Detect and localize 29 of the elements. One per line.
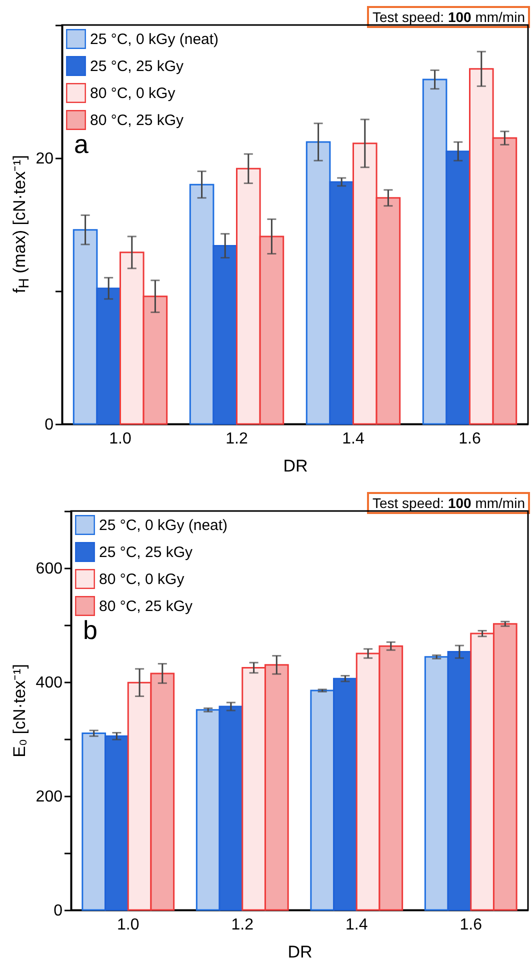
text: Test speed: 100 mm/min — [367, 492, 530, 514]
x-tick-label: 1.6 — [458, 430, 481, 448]
x-tick-label: 1.4 — [342, 430, 364, 448]
legend-label: 80 °C, 0 kGy — [99, 571, 185, 588]
x-axis-title: DR — [288, 942, 312, 962]
y-tick-label: 400 — [36, 674, 63, 692]
x-tick-label: 1.0 — [117, 916, 140, 934]
y-tick-label: 200 — [36, 788, 63, 806]
legend-label: 25 °C, 25 kGy — [99, 544, 194, 561]
y-tick-label: 0 — [54, 902, 63, 920]
annotation: a — [74, 129, 89, 159]
legend-label: 80 °C, 0 kGy — [90, 85, 176, 102]
x-tick-label: 1.0 — [109, 430, 132, 448]
legend-label: 80 °C, 25 kGy — [99, 598, 194, 615]
y-tick-label: 0 — [44, 416, 54, 434]
legend-label: 25 °C, 0 kGy (neat) — [99, 517, 228, 534]
y-tick-label: 20 — [36, 150, 54, 168]
legend-label: 25 °C, 25 kGy — [90, 58, 184, 75]
x-tick-label: 1.2 — [231, 916, 254, 934]
x-tick-label: 1.6 — [460, 916, 482, 934]
y-axis-title: E₀ [cN·tex⁻¹] — [9, 664, 30, 757]
x-tick-label: 1.4 — [346, 916, 368, 934]
annotation: b — [83, 615, 98, 645]
text: Test speed: 100 mm/min — [367, 6, 530, 28]
x-tick-label: 1.2 — [226, 430, 248, 448]
x-axis-title: DR — [283, 456, 308, 476]
legend-label: 25 °C, 0 kGy (neat) — [90, 31, 219, 48]
y-tick-label: 600 — [36, 560, 63, 578]
legend-label: 80 °C, 25 kGy — [90, 112, 184, 129]
